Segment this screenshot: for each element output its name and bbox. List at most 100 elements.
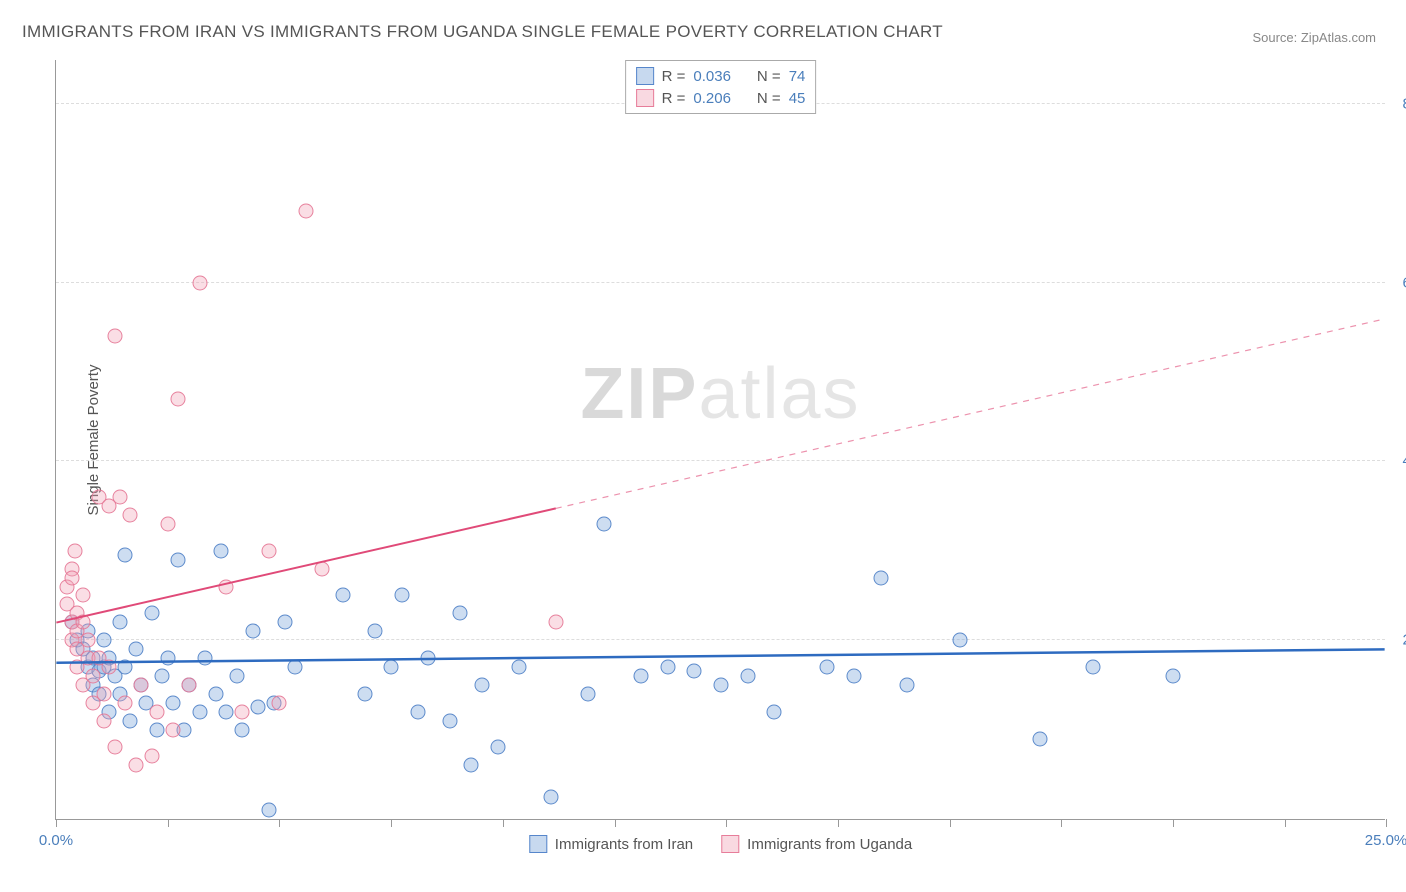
x-tick — [391, 819, 392, 827]
data-point — [660, 660, 675, 675]
data-point — [251, 700, 266, 715]
data-point — [1086, 660, 1101, 675]
data-point — [288, 660, 303, 675]
data-point — [229, 668, 244, 683]
data-point — [134, 677, 149, 692]
x-tick — [168, 819, 169, 827]
data-point — [123, 713, 138, 728]
data-point — [64, 570, 79, 585]
data-point — [873, 570, 888, 585]
source-attribution: Source: ZipAtlas.com — [1252, 30, 1376, 45]
data-point — [384, 660, 399, 675]
gridline — [56, 639, 1385, 640]
data-point — [219, 704, 234, 719]
correlation-legend: R = 0.036 N = 74 R = 0.206 N = 45 — [625, 60, 817, 114]
n-label: N = — [757, 90, 781, 107]
x-tick — [1061, 819, 1062, 827]
data-point — [155, 668, 170, 683]
data-point — [171, 391, 186, 406]
data-point — [208, 686, 223, 701]
data-point — [453, 606, 468, 621]
data-point — [714, 677, 729, 692]
x-tick — [838, 819, 839, 827]
data-point — [144, 606, 159, 621]
data-point — [634, 668, 649, 683]
swatch-pink-icon — [636, 89, 654, 107]
x-tick — [1285, 819, 1286, 827]
data-point — [96, 633, 111, 648]
legend-label: Immigrants from Uganda — [747, 836, 912, 853]
scatter-chart: Single Female Poverty ZIPatlas R = 0.036… — [55, 60, 1385, 820]
data-point — [150, 722, 165, 737]
data-point — [687, 664, 702, 679]
r-value: 0.036 — [693, 68, 731, 85]
data-point — [549, 615, 564, 630]
legend-item-uganda: Immigrants from Uganda — [721, 835, 912, 853]
data-point — [128, 642, 143, 657]
data-point — [75, 615, 90, 630]
gridline — [56, 282, 1385, 283]
data-point — [463, 758, 478, 773]
data-point — [421, 651, 436, 666]
data-point — [581, 686, 596, 701]
data-point — [235, 722, 250, 737]
data-point — [596, 516, 611, 531]
data-point — [235, 704, 250, 719]
x-tick — [615, 819, 616, 827]
swatch-blue-icon — [529, 835, 547, 853]
data-point — [277, 615, 292, 630]
gridline — [56, 460, 1385, 461]
x-tick — [1386, 819, 1387, 827]
r-value: 0.206 — [693, 90, 731, 107]
x-tick — [1173, 819, 1174, 827]
data-point — [128, 758, 143, 773]
data-point — [166, 695, 181, 710]
data-point — [80, 633, 95, 648]
data-point — [474, 677, 489, 692]
x-tick-label: 25.0% — [1365, 832, 1406, 849]
legend-row-iran: R = 0.036 N = 74 — [636, 65, 806, 87]
n-value: 74 — [789, 68, 806, 85]
data-point — [490, 740, 505, 755]
data-point — [410, 704, 425, 719]
data-point — [442, 713, 457, 728]
data-point — [112, 615, 127, 630]
data-point — [160, 516, 175, 531]
data-point — [96, 686, 111, 701]
x-tick — [279, 819, 280, 827]
data-point — [75, 588, 90, 603]
data-point — [336, 588, 351, 603]
data-point — [213, 543, 228, 558]
data-point — [118, 660, 133, 675]
data-point — [368, 624, 383, 639]
data-point — [219, 579, 234, 594]
x-tick — [950, 819, 951, 827]
data-point — [900, 677, 915, 692]
data-point — [96, 713, 111, 728]
x-tick — [56, 819, 57, 827]
data-point — [511, 660, 526, 675]
r-label: R = — [662, 68, 686, 85]
data-point — [299, 204, 314, 219]
watermark-light: atlas — [698, 354, 860, 434]
swatch-pink-icon — [721, 835, 739, 853]
data-point — [767, 704, 782, 719]
data-point — [847, 668, 862, 683]
data-point — [107, 740, 122, 755]
data-point — [394, 588, 409, 603]
swatch-blue-icon — [636, 67, 654, 85]
watermark-bold: ZIP — [580, 354, 698, 434]
data-point — [123, 508, 138, 523]
data-point — [192, 704, 207, 719]
data-point — [1166, 668, 1181, 683]
chart-title: IMMIGRANTS FROM IRAN VS IMMIGRANTS FROM … — [22, 22, 943, 42]
x-tick — [503, 819, 504, 827]
n-value: 45 — [789, 90, 806, 107]
data-point — [357, 686, 372, 701]
data-point — [86, 668, 101, 683]
data-point — [102, 660, 117, 675]
data-point — [182, 677, 197, 692]
data-point — [118, 695, 133, 710]
data-point — [740, 668, 755, 683]
data-point — [1033, 731, 1048, 746]
